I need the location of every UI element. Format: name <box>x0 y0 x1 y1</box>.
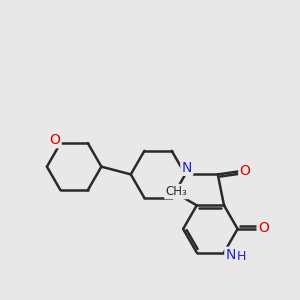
Text: N: N <box>182 160 192 175</box>
Text: N: N <box>226 248 236 262</box>
Text: O: O <box>240 164 250 178</box>
Text: H: H <box>237 250 246 263</box>
Text: O: O <box>50 133 60 147</box>
Text: O: O <box>258 221 269 235</box>
Text: CH₃: CH₃ <box>165 185 187 198</box>
